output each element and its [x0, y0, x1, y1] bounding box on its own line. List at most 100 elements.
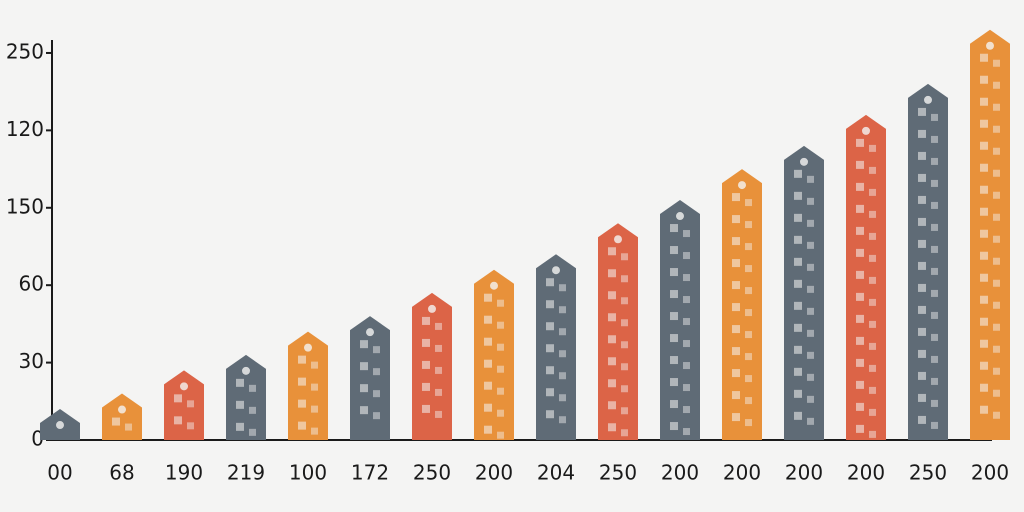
y-tick-label: 60 [19, 272, 44, 296]
bar-window [918, 261, 926, 270]
x-tick-label: 250 [413, 461, 451, 485]
bar-window [993, 257, 1000, 265]
bar-window [980, 75, 988, 84]
bar-window [745, 397, 752, 405]
bar-window [856, 380, 864, 389]
x-tick-label: 172 [351, 461, 389, 485]
bar-window [497, 299, 504, 307]
x-tick-label: 200 [785, 461, 823, 485]
bar-window [683, 340, 690, 348]
bar-window [435, 344, 442, 352]
bar-window [807, 285, 814, 293]
bar-window [993, 169, 1000, 177]
bar-window [931, 289, 938, 297]
bar [722, 169, 762, 440]
x-tick-label: 250 [909, 461, 947, 485]
x-tick-label: 200 [723, 461, 761, 485]
bar-window [993, 235, 1000, 243]
bar-window [621, 385, 628, 393]
bar-window [980, 317, 988, 326]
bar-window [931, 223, 938, 231]
bar-window [298, 399, 306, 408]
bar-window [732, 303, 740, 312]
bar-window [311, 427, 318, 435]
bar-window [670, 246, 678, 255]
x-tick-label: 68 [109, 461, 134, 485]
bar-window [621, 363, 628, 371]
bar-window [931, 421, 938, 429]
bar-ornament [924, 95, 932, 104]
bar-window [670, 422, 678, 431]
bar-window [931, 267, 938, 275]
bar-window [918, 195, 926, 204]
bar-window [608, 313, 616, 322]
bar-window [794, 279, 802, 288]
bar [536, 254, 576, 440]
bar-window [807, 219, 814, 227]
bar-window [745, 265, 752, 273]
bar-window [422, 360, 430, 369]
bar-window [931, 355, 938, 363]
bar-window [125, 423, 132, 431]
bar-window [856, 424, 864, 433]
bar-window [732, 369, 740, 378]
bar-window [918, 107, 926, 116]
bar-window [869, 342, 876, 350]
bar-window [683, 252, 690, 260]
bar-window [435, 388, 442, 396]
x-tick-label: 200 [475, 461, 513, 485]
bar-window [608, 423, 616, 432]
bar-window [559, 394, 566, 402]
bar-window [373, 368, 380, 376]
bar-window [484, 381, 492, 390]
bar-window [621, 253, 628, 261]
bar-window [980, 295, 988, 304]
bar-window [993, 59, 1000, 67]
bar-ornament [614, 235, 622, 244]
bar-window [559, 416, 566, 424]
bar [102, 393, 142, 440]
bar-window [298, 421, 306, 430]
bar-window [794, 323, 802, 332]
bar-window [807, 307, 814, 315]
bar-window [559, 372, 566, 380]
bar-window [869, 408, 876, 416]
bar-window [993, 191, 1000, 199]
x-tick-label: 204 [537, 461, 575, 485]
bar-window [931, 135, 938, 143]
bar-window [993, 323, 1000, 331]
bar-window [670, 224, 678, 233]
bar-window [174, 416, 182, 425]
bar-window [993, 103, 1000, 111]
bar-window [745, 221, 752, 229]
bar-window [993, 279, 1000, 287]
bar-ornament [738, 181, 746, 190]
bar-window [807, 351, 814, 359]
x-tick-label: 219 [227, 461, 265, 485]
bar-window [422, 404, 430, 413]
bar-window [683, 318, 690, 326]
bar-window [807, 175, 814, 183]
bar [846, 114, 886, 440]
bar-window [856, 160, 864, 169]
bar-window [732, 259, 740, 268]
bar-ornament [242, 366, 250, 375]
x-tick-label: 100 [289, 461, 327, 485]
x-tick-label: 00 [47, 461, 72, 485]
bar-window [980, 53, 988, 62]
bar-window [683, 384, 690, 392]
bar-window [484, 293, 492, 302]
bar-window [559, 350, 566, 358]
bar-window [112, 417, 120, 426]
bar-window [794, 235, 802, 244]
bar-window [546, 344, 554, 353]
bar-window [856, 182, 864, 191]
bar-window [546, 388, 554, 397]
bar-window [546, 410, 554, 419]
bar-window [993, 125, 1000, 133]
bar-ornament [428, 304, 436, 313]
bar-window [683, 406, 690, 414]
bar-window [311, 383, 318, 391]
bar-window [745, 287, 752, 295]
